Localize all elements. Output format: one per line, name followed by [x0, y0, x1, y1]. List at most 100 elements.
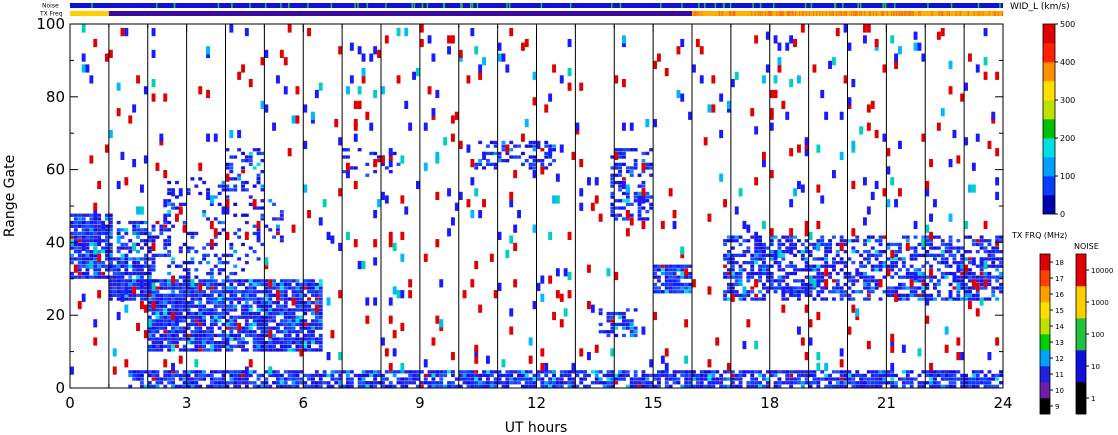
data-cell	[365, 162, 370, 166]
data-cell	[987, 370, 992, 374]
data-cell	[668, 373, 673, 378]
data-cell	[625, 199, 630, 203]
data-cell	[85, 250, 90, 254]
data-cell	[890, 384, 895, 388]
data-cell	[260, 206, 265, 210]
data-cell	[163, 224, 168, 228]
data-cell	[707, 381, 712, 385]
data-cell	[684, 319, 689, 328]
data-cell	[594, 344, 599, 353]
data-cell	[754, 271, 759, 276]
data-cell	[70, 261, 74, 265]
data-cell	[618, 166, 622, 170]
data-cell	[241, 159, 245, 163]
data-cell	[120, 271, 125, 276]
data-cell	[279, 330, 284, 334]
data-cell	[186, 293, 191, 297]
data-cell	[820, 271, 825, 276]
data-cell	[645, 166, 650, 170]
data-cell	[820, 279, 825, 283]
data-cell	[287, 319, 292, 323]
data-cell	[668, 384, 673, 388]
data-cell	[470, 381, 475, 385]
data-cell	[517, 210, 521, 219]
data-cell	[132, 264, 137, 268]
data-cell	[283, 308, 288, 312]
data-cell	[808, 293, 813, 297]
data-cell	[241, 341, 245, 345]
data-cell	[894, 199, 898, 208]
data-cell	[97, 253, 102, 262]
data-cell	[641, 220, 646, 230]
data-cell	[252, 381, 257, 385]
data-cell	[190, 231, 195, 236]
data-cell	[501, 140, 506, 145]
data-cell	[116, 264, 121, 268]
data-cell	[225, 275, 230, 279]
data-cell	[746, 381, 751, 385]
data-cell	[952, 370, 957, 374]
data-cell	[765, 275, 770, 279]
data-cell	[451, 217, 455, 226]
data-cell	[128, 384, 133, 388]
txfreq-tick	[821, 11, 823, 16]
data-cell	[124, 177, 129, 186]
data-cell	[587, 264, 591, 273]
data-cell	[466, 75, 471, 84]
data-cell	[225, 206, 230, 215]
data-cell	[155, 301, 160, 305]
data-cell	[260, 330, 265, 334]
data-cell	[291, 290, 296, 294]
data-cell	[866, 275, 871, 279]
data-cell	[948, 239, 953, 243]
data-cell	[684, 268, 689, 277]
data-cell	[97, 264, 102, 268]
data-cell	[342, 155, 346, 159]
data-cell	[513, 170, 518, 179]
data-cell	[252, 184, 257, 188]
color-scale-swatch	[1040, 286, 1050, 303]
data-cell	[746, 239, 751, 243]
data-cell	[734, 261, 739, 265]
txfreq-tick	[802, 11, 804, 16]
data-cell	[303, 319, 308, 323]
data-cell	[524, 38, 529, 48]
data-cell	[435, 151, 440, 160]
data-cell	[128, 282, 133, 287]
data-cell	[136, 257, 140, 261]
data-cell	[680, 290, 685, 294]
data-cell	[878, 239, 883, 243]
data-cell	[396, 28, 401, 37]
data-cell	[260, 188, 265, 192]
data-cell	[295, 381, 300, 385]
data-cell	[182, 370, 187, 374]
data-cell	[909, 253, 914, 257]
data-cell	[598, 308, 603, 312]
data-cell	[272, 286, 276, 290]
data-cell	[952, 261, 957, 265]
data-cell	[233, 188, 238, 192]
data-cell	[730, 261, 735, 265]
data-cell	[793, 381, 797, 385]
data-cell	[132, 297, 137, 301]
data-cell	[244, 231, 249, 240]
data-cell	[723, 290, 727, 294]
data-cell	[956, 261, 961, 265]
data-cell	[773, 35, 778, 44]
data-cell	[478, 384, 483, 388]
data-cell	[182, 224, 187, 233]
data-cell	[190, 297, 195, 301]
data-cell	[968, 384, 972, 388]
data-cell	[890, 268, 895, 272]
data-cell	[248, 373, 253, 378]
data-cell	[983, 279, 988, 288]
data-cell	[171, 362, 175, 372]
data-cell	[478, 210, 483, 219]
data-cell	[97, 220, 102, 225]
data-cell	[633, 370, 638, 374]
data-cell	[159, 304, 164, 308]
data-cell	[680, 286, 685, 290]
data-cell	[567, 68, 572, 77]
x-tick-label: 9	[415, 394, 425, 412]
